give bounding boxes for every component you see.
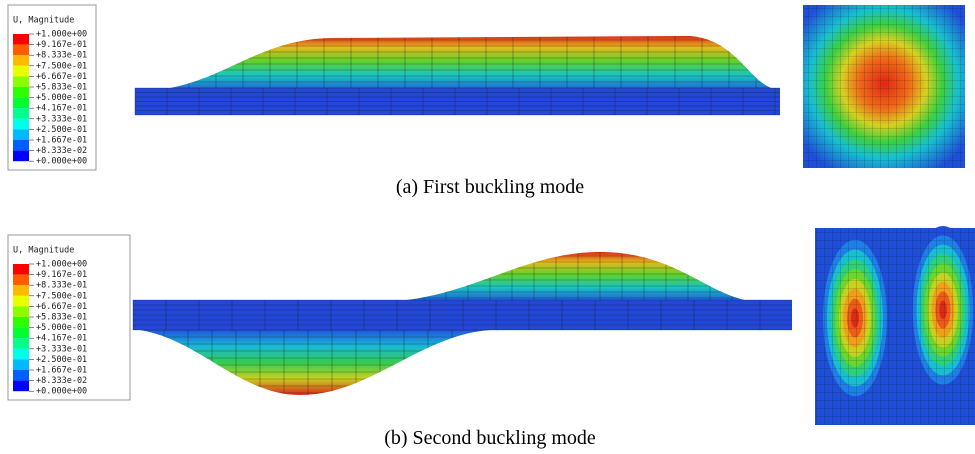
caption: (b) Second buckling mode <box>384 427 596 449</box>
legend-swatch <box>13 55 29 66</box>
mesh <box>815 228 975 425</box>
legend-swatch <box>13 285 29 296</box>
legend-swatch <box>13 306 29 317</box>
top-view <box>803 5 965 168</box>
legend-label: +2.500e-01 <box>36 355 87 365</box>
legend-swatch <box>13 348 29 360</box>
legend-label: +2.500e-01 <box>36 125 87 135</box>
legend-swatch <box>13 87 29 98</box>
legend-label: +8.333e-01 <box>36 51 87 61</box>
legend-label: +9.167e-01 <box>36 40 87 50</box>
legend-swatch <box>13 129 29 140</box>
legend-swatch <box>13 140 29 151</box>
legend-swatch <box>13 327 29 339</box>
legend-title: U, Magnitude <box>13 246 74 256</box>
legend-label: +1.000e+00 <box>36 30 87 40</box>
legend-swatch <box>13 317 29 328</box>
legend-label: +0.000e+00 <box>36 157 87 167</box>
legend: +1.000e+00+9.167e-01+8.333e-01+7.500e-01… <box>13 30 87 167</box>
legend-label: +7.500e-01 <box>36 291 87 301</box>
side-view <box>132 252 792 395</box>
legend-label: +5.833e-01 <box>36 83 87 93</box>
legend-label: +5.000e-01 <box>36 93 87 103</box>
legend-swatch <box>13 295 29 307</box>
legend-swatch <box>13 118 29 130</box>
legend-swatch <box>13 108 29 119</box>
caption: (a) First buckling mode <box>396 176 584 198</box>
legend-label: +4.167e-01 <box>36 104 87 114</box>
legend-swatch <box>13 34 29 45</box>
legend-title: U, Magnitude <box>13 16 74 26</box>
legend-label: +1.667e-01 <box>36 366 87 376</box>
legend-swatch <box>13 380 29 392</box>
legend-swatch <box>13 65 29 77</box>
legend-label: +8.333e-01 <box>36 281 87 291</box>
legend-swatch <box>13 97 29 109</box>
legend-swatch <box>13 274 29 286</box>
legend-label: +8.333e-02 <box>36 146 87 156</box>
legend-swatch <box>13 359 29 370</box>
legend-swatch <box>13 150 29 162</box>
legend-label: +9.167e-01 <box>36 270 87 280</box>
legend: +1.000e+00+9.167e-01+8.333e-01+7.500e-01… <box>13 260 87 397</box>
legend-swatch <box>13 44 29 56</box>
legend-label: +6.667e-01 <box>36 72 87 82</box>
legend-swatch <box>13 264 29 275</box>
legend-swatch <box>13 370 29 381</box>
legend-label: +3.333e-01 <box>36 344 87 354</box>
side-view <box>134 36 780 116</box>
legend-swatch <box>13 76 29 87</box>
legend-label: +4.167e-01 <box>36 334 87 344</box>
legend-label: +8.333e-02 <box>36 376 87 386</box>
legend-label: +5.833e-01 <box>36 313 87 323</box>
legend-label: +7.500e-01 <box>36 61 87 71</box>
legend-label: +6.667e-01 <box>36 302 87 312</box>
legend-label: +0.000e+00 <box>36 387 87 397</box>
legend-swatch <box>13 338 29 349</box>
legend-label: +3.333e-01 <box>36 114 87 124</box>
legend-label: +1.667e-01 <box>36 136 87 146</box>
legend-label: +1.000e+00 <box>36 260 87 270</box>
legend-label: +5.000e-01 <box>36 323 87 333</box>
